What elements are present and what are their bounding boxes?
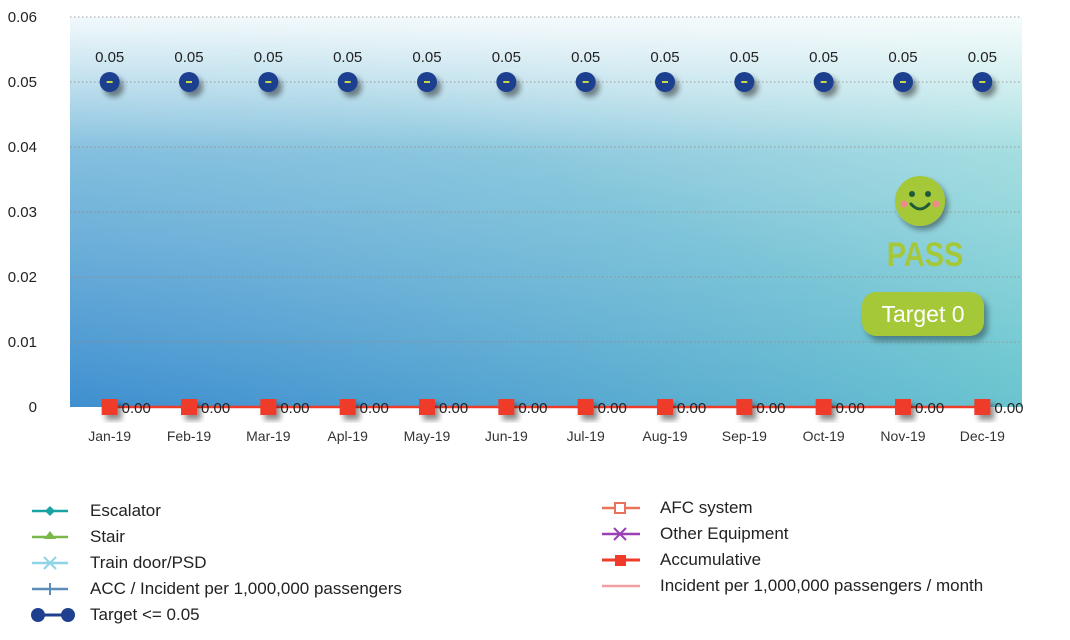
chart: 0 0.01 0.02 0.03 0.04 0.05 0.06 Jan-19 Feb-19 Ma… bbox=[8, 9, 1024, 444]
legend-item-escalator: Escalator bbox=[30, 498, 402, 524]
x-tick-label: Dec-19 bbox=[960, 428, 1005, 444]
train-door-legend-icon bbox=[32, 556, 68, 570]
y-tick-label: 0 bbox=[29, 399, 37, 416]
accumulative-data-label: 0.00 bbox=[439, 400, 468, 417]
afc-legend-icon bbox=[602, 502, 640, 514]
legend-label: Other Equipment bbox=[660, 524, 789, 543]
accumulative-point bbox=[419, 399, 435, 415]
x-axis: Jan-19 Feb-19 Mar-19 Apl-19 May-19 Jun-19 Jul-… bbox=[88, 428, 1005, 444]
accumulative-data-label: 0.00 bbox=[518, 400, 547, 417]
x-tick-label: Jan-19 bbox=[88, 428, 131, 444]
accumulative-point bbox=[339, 399, 356, 415]
y-tick-label: 0.02 bbox=[8, 269, 37, 286]
accumulative-data-label: 0.00 bbox=[598, 400, 627, 417]
y-axis: 0 0.01 0.02 0.03 0.04 0.05 0.06 bbox=[8, 9, 37, 416]
incident-month-legend-icon bbox=[602, 584, 640, 588]
y-tick-label: 0.01 bbox=[8, 334, 37, 351]
x-tick-label: May-19 bbox=[404, 428, 451, 444]
x-tick-label: Jun-19 bbox=[485, 428, 528, 444]
legend-right: AFC system Other Equipment Accumulative … bbox=[600, 495, 983, 599]
legend-item-train-door: Train door/PSD bbox=[30, 550, 402, 576]
legend-label: Stair bbox=[90, 527, 125, 546]
target-data-label: 0.05 bbox=[333, 49, 362, 66]
accumulative-point bbox=[974, 399, 991, 415]
legend-label: Incident per 1,000,000 passengers / mont… bbox=[660, 576, 984, 595]
accumulative-point bbox=[498, 399, 515, 415]
acc-legend-icon bbox=[32, 583, 68, 595]
target-data-label: 0.05 bbox=[412, 49, 441, 66]
accumulative-point bbox=[895, 399, 911, 415]
target-data-label: 0.05 bbox=[650, 49, 679, 66]
legend-item-stair: Stair bbox=[30, 524, 402, 550]
x-tick-label: Apl-19 bbox=[327, 428, 368, 444]
other-equipment-legend-icon bbox=[602, 527, 640, 541]
x-tick-label: Sep-19 bbox=[722, 428, 767, 444]
x-tick-label: Nov-19 bbox=[880, 428, 925, 444]
legend-item-incident-month: Incident per 1,000,000 passengers / mont… bbox=[600, 573, 983, 599]
accumulative-data-label: 0.00 bbox=[994, 400, 1023, 417]
accumulative-point bbox=[181, 399, 197, 415]
legend-item-afc: AFC system bbox=[600, 495, 983, 521]
y-tick-label: 0.04 bbox=[8, 139, 37, 156]
x-tick-label: Jul-19 bbox=[567, 428, 605, 444]
legend-label: ACC / Incident per 1,000,000 passengers bbox=[90, 579, 402, 598]
target-data-label: 0.05 bbox=[174, 49, 203, 66]
accumulative-legend-icon bbox=[602, 555, 640, 566]
target-data-label: 0.05 bbox=[968, 49, 997, 66]
accumulative-point bbox=[260, 399, 277, 415]
pass-badge: PASS Target 0 bbox=[860, 172, 990, 352]
x-tick-label: Oct-19 bbox=[803, 428, 845, 444]
target-data-label: 0.05 bbox=[809, 49, 838, 66]
legend-label: Accumulative bbox=[660, 550, 762, 569]
target-legend-icon bbox=[31, 608, 75, 622]
legend-label: Escalator bbox=[90, 501, 161, 520]
smiley-face-icon bbox=[895, 176, 945, 226]
x-tick-label: Feb-19 bbox=[167, 428, 212, 444]
legend-label: AFC system bbox=[660, 498, 753, 517]
legend-item-acc: ACC / Incident per 1,000,000 passengers bbox=[30, 576, 402, 602]
series-accumulative: 0.00 0.00 0.00 0.00 0.00 0.00 0.00 0.00 0.00 0.00… bbox=[101, 399, 1024, 417]
legend-label: Train door/PSD bbox=[90, 553, 207, 572]
x-tick-label: Aug-19 bbox=[642, 428, 687, 444]
accumulative-data-label: 0.00 bbox=[915, 400, 944, 417]
accumulative-data-label: 0.00 bbox=[201, 400, 230, 417]
accumulative-point bbox=[577, 399, 594, 415]
legend-item-other-equipment: Other Equipment bbox=[600, 521, 983, 547]
target-data-label: 0.05 bbox=[254, 49, 283, 66]
accumulative-point bbox=[657, 399, 673, 415]
target-data-label: 0.05 bbox=[492, 49, 521, 66]
series-target: 0.05 0.05 0.05 0.05 0.05 0.05 0.05 0.05 0.05 0.05… bbox=[95, 49, 997, 92]
target-data-label: 0.05 bbox=[888, 49, 917, 66]
legend-item-accumulative: Accumulative bbox=[600, 547, 983, 573]
target-data-label: 0.05 bbox=[730, 49, 759, 66]
accumulative-data-label: 0.00 bbox=[122, 400, 151, 417]
y-tick-label: 0.03 bbox=[8, 204, 37, 221]
accumulative-data-label: 0.00 bbox=[756, 400, 785, 417]
target-data-label: 0.05 bbox=[571, 49, 600, 66]
escalator-legend-icon bbox=[32, 506, 68, 516]
legend-item-target: Target <= 0.05 bbox=[30, 602, 402, 628]
y-tick-label: 0.05 bbox=[8, 74, 37, 91]
x-tick-label: Mar-19 bbox=[246, 428, 291, 444]
accumulative-point bbox=[815, 399, 832, 415]
target-data-label: 0.05 bbox=[95, 49, 124, 66]
accumulative-data-label: 0.00 bbox=[677, 400, 706, 417]
stair-legend-icon bbox=[32, 531, 68, 539]
accumulative-data-label: 0.00 bbox=[360, 400, 389, 417]
target-pill: Target 0 bbox=[862, 292, 984, 336]
accumulative-data-label: 0.00 bbox=[836, 400, 865, 417]
y-tick-label: 0.06 bbox=[8, 9, 37, 26]
accumulative-point bbox=[101, 399, 118, 415]
pass-label: PASS bbox=[886, 236, 964, 274]
accumulative-data-label: 0.00 bbox=[280, 400, 309, 417]
legend-label: Target <= 0.05 bbox=[90, 605, 200, 624]
accumulative-point bbox=[736, 399, 753, 415]
legend-left: Escalator Stair Train door/PSD ACC / Inc… bbox=[30, 498, 402, 628]
